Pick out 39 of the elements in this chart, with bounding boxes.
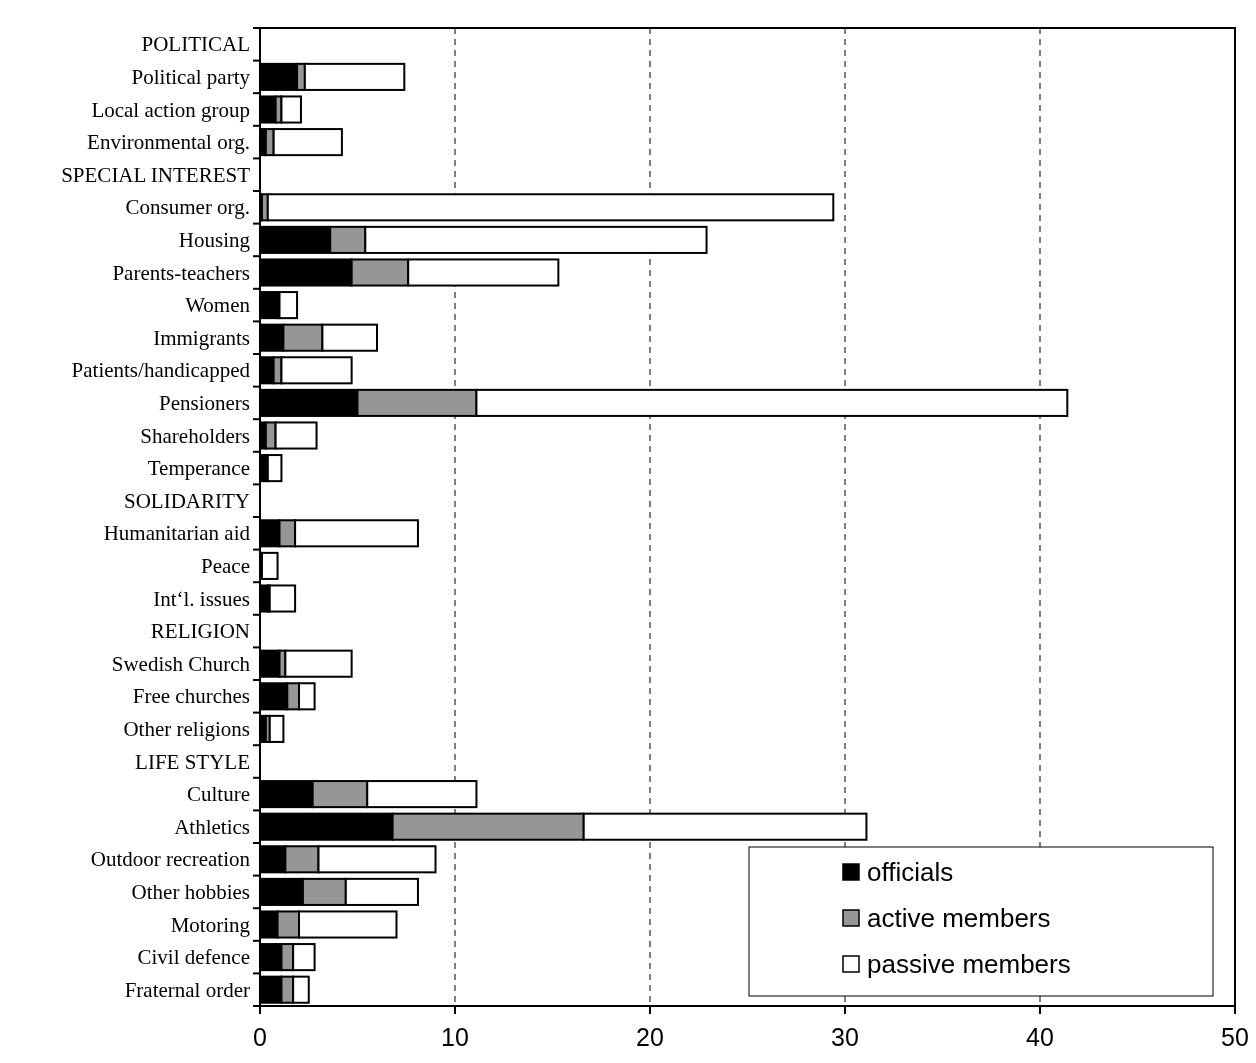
x-tick-label: 40 — [1026, 1023, 1054, 1051]
y-tick-label: SOLIDARITY — [124, 488, 250, 513]
y-tick-label: Other religions — [123, 716, 250, 741]
y-tick-label: Swedish Church — [111, 651, 251, 676]
x-tick-label: 50 — [1221, 1023, 1249, 1051]
x-tick-label: 20 — [636, 1023, 664, 1051]
y-tick-label: Other hobbies — [131, 879, 250, 904]
y-tick-label: Culture — [187, 782, 250, 807]
y-tick-label: Shareholders — [140, 423, 250, 448]
y-tick-label: Motoring — [170, 912, 251, 937]
y-tick-label: Humanitarian aid — [103, 521, 251, 546]
x-tick-label: 30 — [831, 1023, 859, 1051]
y-tick-label: Int‘l. issues — [153, 586, 250, 611]
y-tick-label: Peace — [201, 553, 250, 578]
y-tick-label: Fraternal order — [124, 977, 250, 1002]
y-tick-label: Local action group — [91, 97, 250, 122]
x-tick-label: 0 — [253, 1023, 267, 1051]
y-tick-label: Environmental org. — [87, 130, 250, 155]
legend-label: active members — [867, 903, 1051, 933]
y-tick-label: Political party — [131, 64, 251, 89]
y-tick-label: Patients/handicapped — [71, 358, 251, 383]
y-tick-label: LIFE STYLE — [135, 749, 250, 774]
x-tick-label: 10 — [441, 1023, 469, 1051]
legend-label: officials — [867, 857, 954, 887]
y-tick-label: RELIGION — [150, 619, 250, 644]
y-tick-label: Pensioners — [159, 390, 250, 415]
y-tick-label: Athletics — [174, 814, 250, 839]
y-tick-label: Temperance — [147, 456, 250, 481]
y-tick-label: Women — [185, 293, 251, 318]
y-tick-label: Immigrants — [153, 325, 250, 350]
y-tick-label: Housing — [178, 227, 251, 252]
y-tick-label: Outdoor recreation — [90, 847, 251, 872]
y-tick-label: SPECIAL INTEREST — [61, 162, 251, 187]
y-tick-label: Free churches — [132, 684, 250, 709]
y-tick-label: POLITICAL — [141, 32, 250, 57]
legend-label: passive members — [867, 949, 1071, 979]
y-tick-label: Consumer org. — [125, 195, 250, 220]
y-tick-label: Parents-teachers — [112, 260, 250, 285]
y-tick-label: Civil defence — [137, 945, 250, 970]
